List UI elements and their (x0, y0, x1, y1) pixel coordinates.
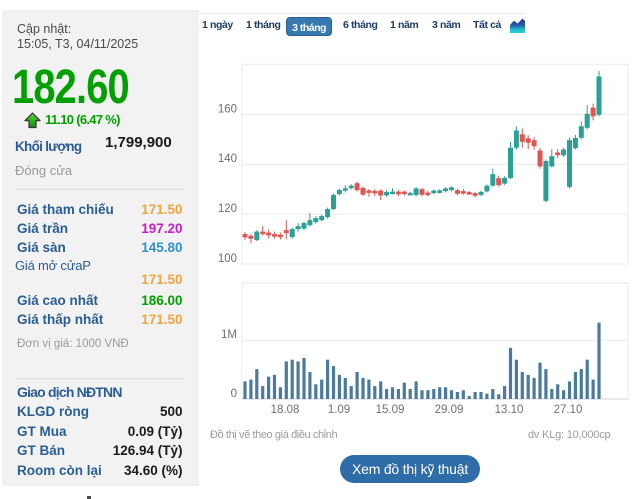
svg-text:120: 120 (218, 203, 237, 215)
svg-text:140: 140 (218, 153, 237, 165)
svg-text:1M: 1M (221, 329, 237, 341)
svg-text:18.08: 18.08 (271, 404, 300, 416)
svg-text:0: 0 (231, 388, 237, 400)
svg-text:1.09: 1.09 (328, 404, 350, 416)
svg-text:13.10: 13.10 (495, 404, 524, 416)
svg-text:100: 100 (218, 253, 237, 265)
svg-text:29.09: 29.09 (435, 404, 464, 416)
svg-text:160: 160 (218, 103, 237, 115)
svg-text:15.09: 15.09 (376, 404, 405, 416)
svg-text:27.10: 27.10 (554, 404, 583, 416)
